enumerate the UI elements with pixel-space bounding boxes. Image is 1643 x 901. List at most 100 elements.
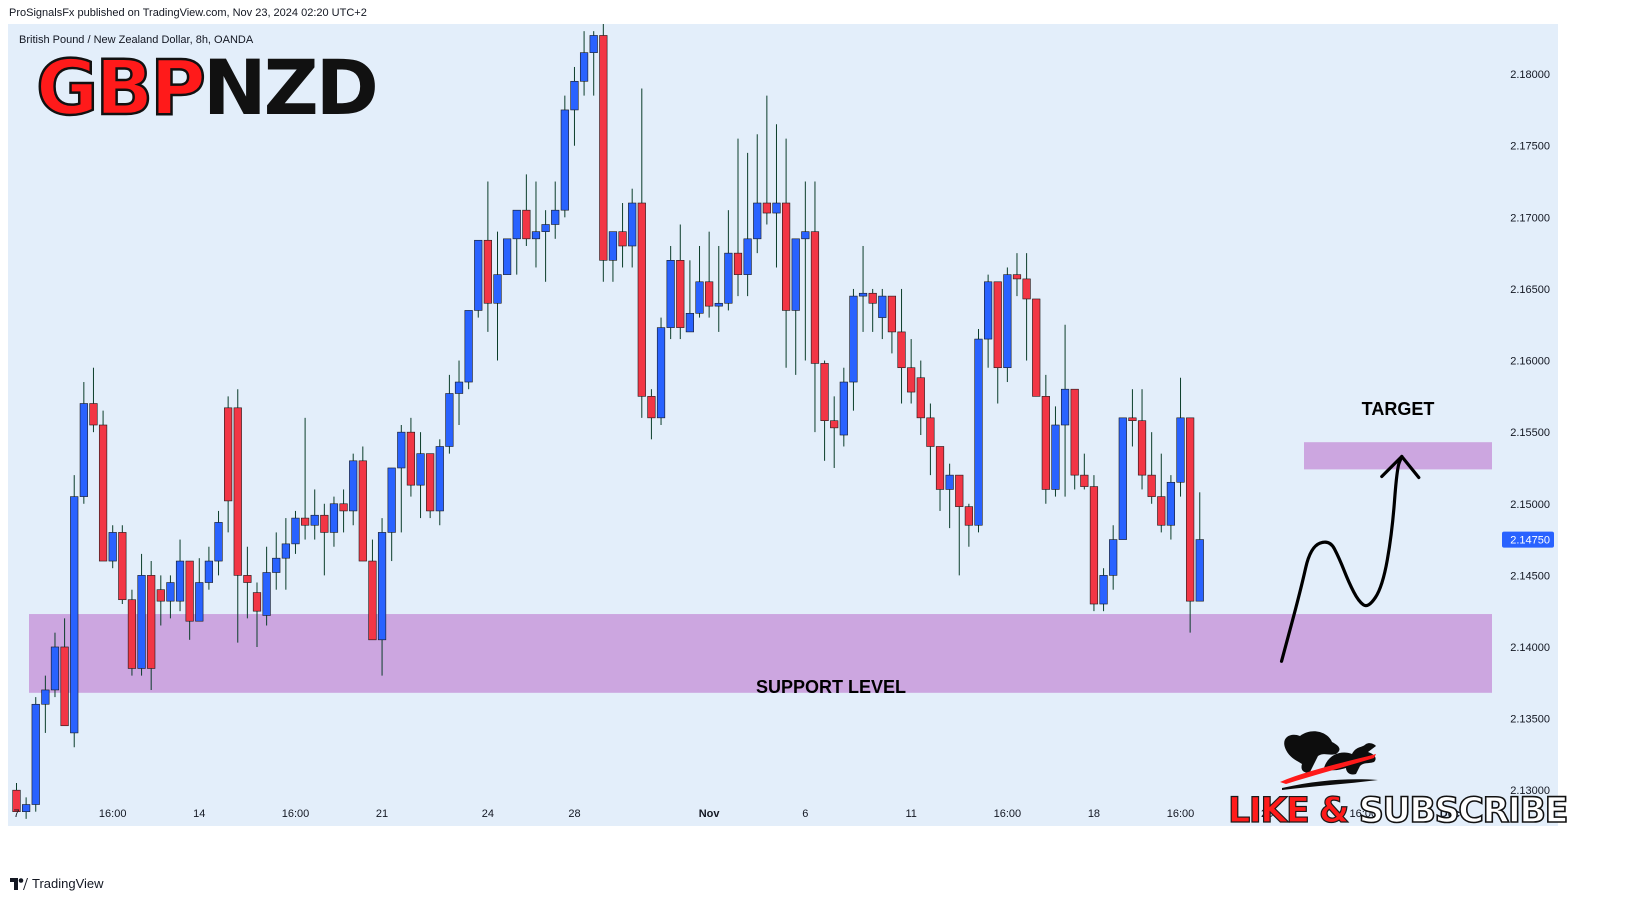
candle: [493, 231, 502, 361]
candle-body-up: [349, 460, 358, 512]
tradingview-logo-icon: [10, 877, 28, 890]
candle: [618, 203, 627, 268]
candle-body-up: [714, 302, 723, 307]
candle: [945, 463, 954, 529]
candle: [984, 274, 993, 368]
candle-body-down: [935, 446, 945, 490]
red-swoosh: [1280, 754, 1376, 784]
candle-body-up: [589, 35, 598, 53]
ground-swoosh: [1282, 779, 1378, 790]
candle: [916, 360, 925, 436]
candle-body-down: [781, 202, 791, 311]
candle-body-up: [974, 338, 983, 526]
candle: [512, 209, 521, 275]
candle-body-up: [291, 517, 300, 545]
candle: [175, 539, 185, 612]
candle: [349, 453, 358, 526]
candle: [656, 317, 666, 425]
candle-body-up: [166, 582, 175, 602]
candle-body-up: [1118, 417, 1127, 540]
candle: [1051, 406, 1060, 497]
y-tick-label: 2.16000: [1510, 356, 1550, 368]
candle-body-up: [195, 582, 204, 622]
candle: [445, 374, 454, 454]
candle-body-up: [503, 238, 512, 275]
x-tick-label: 7: [13, 808, 19, 820]
candle: [1022, 253, 1031, 361]
candle: [608, 231, 618, 282]
candle-body-down: [1137, 420, 1147, 476]
candle: [839, 367, 848, 447]
candle-body-down: [1032, 298, 1041, 397]
candle-body-down: [300, 517, 310, 526]
candle: [753, 134, 762, 254]
x-tick-label: 16:00: [282, 808, 310, 820]
candle-body-up: [1195, 539, 1204, 602]
x-tick-label: 16:00: [994, 808, 1022, 820]
time-axis[interactable]: 7 16:00 14 16:00 21 24 28 Nov 6 11 16:00 18 16:00 25 1…: [13, 808, 1460, 820]
projection-layer: [1279, 454, 1421, 663]
candle: [31, 697, 40, 812]
candle-body-up: [445, 393, 454, 447]
candle-body-down: [185, 560, 194, 622]
candle: [368, 539, 377, 641]
candle-body-up: [801, 231, 810, 240]
candle-body-down: [810, 231, 820, 364]
candle-body-down: [358, 460, 367, 562]
candle: [416, 432, 425, 519]
candle: [1070, 388, 1079, 490]
candle: [560, 95, 569, 218]
x-tick-label: 16:00: [1167, 808, 1195, 820]
x-tick-label: 28: [568, 808, 580, 820]
candle: [1118, 417, 1127, 540]
y-tick-label: 2.18000: [1510, 69, 1550, 81]
candle: [137, 553, 146, 676]
candle-body-up: [204, 560, 214, 583]
candle-body-down: [647, 396, 656, 419]
x-tick-label: 16:00: [99, 808, 127, 820]
candle-body-up: [984, 281, 993, 340]
candle-body-up: [435, 446, 444, 512]
candle: [1089, 475, 1099, 612]
candle-body-up: [753, 202, 762, 240]
candle-body-down: [522, 209, 531, 240]
candle: [820, 360, 829, 461]
candle: [397, 425, 406, 533]
like-text: LIKE &: [1227, 791, 1350, 831]
y-tick-label: 2.15000: [1510, 499, 1550, 511]
candle-body-down: [243, 575, 252, 583]
candle-body-down: [1022, 278, 1031, 300]
candle: [1060, 324, 1070, 497]
candle: [147, 561, 156, 690]
candle: [522, 174, 531, 246]
support-zone[interactable]: [29, 614, 1492, 693]
pair-quote: NZD: [203, 43, 379, 132]
candle: [955, 474, 964, 576]
candle: [377, 518, 387, 676]
x-tick-label: Dec: [1440, 808, 1460, 820]
candle-body-down: [233, 407, 242, 576]
candle-body-up: [570, 80, 579, 111]
projection-curve: [1279, 454, 1404, 663]
candle: [214, 510, 223, 576]
candle: [156, 575, 165, 626]
candle: [1128, 389, 1137, 447]
candle-body-up: [1099, 575, 1108, 605]
candle-body-down: [339, 503, 348, 512]
price-axis[interactable]: 2.13000 2.13500 2.14000 2.14500 2.15000 2.155…: [1502, 69, 1554, 797]
candle-body-down: [147, 575, 156, 669]
candle: [714, 245, 723, 332]
candle: [387, 467, 396, 562]
candle-body-up: [454, 381, 464, 394]
candle-body-up: [1060, 388, 1070, 426]
candle-body-down: [127, 599, 137, 669]
subscribe-text: SUBSCRIBE: [1358, 791, 1569, 831]
candle: [964, 503, 973, 547]
candle-body-up: [531, 231, 541, 240]
candle-body-up: [791, 238, 800, 311]
candle: [878, 288, 887, 340]
candle: [185, 560, 194, 640]
candle-body-up: [50, 646, 60, 691]
tradingview-footer[interactable]: TradingView: [10, 876, 104, 891]
